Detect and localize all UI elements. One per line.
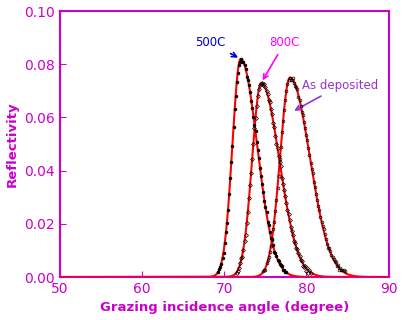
Text: 800C: 800C (264, 36, 300, 79)
X-axis label: Grazing incidence angle (degree): Grazing incidence angle (degree) (100, 301, 349, 315)
Y-axis label: Reflectivity: Reflectivity (6, 101, 19, 187)
Text: As deposited: As deposited (296, 79, 378, 110)
Text: 500C: 500C (195, 36, 237, 57)
